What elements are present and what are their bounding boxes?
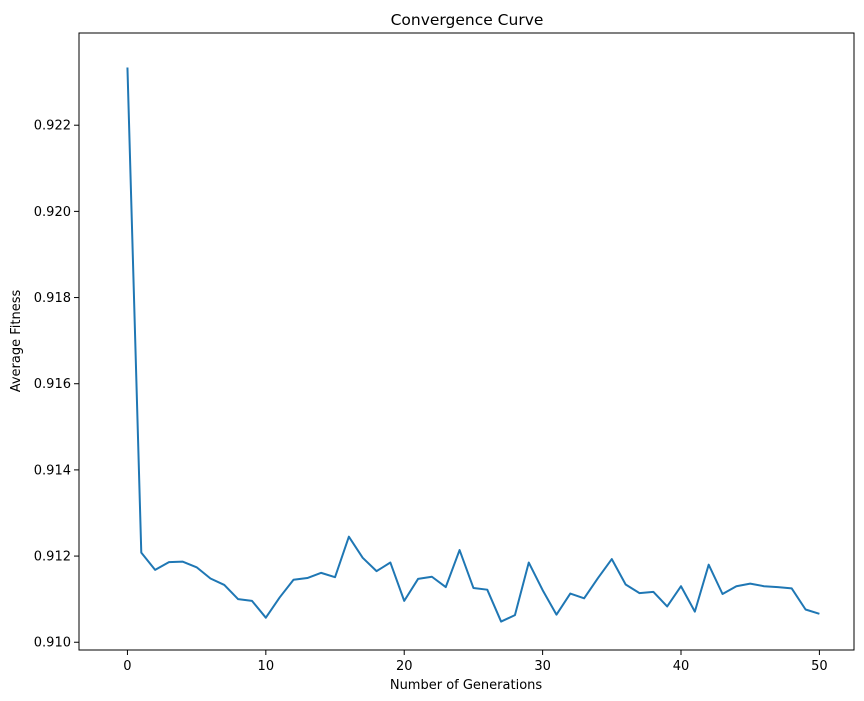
axes-frame <box>78 32 855 651</box>
x-tick-label: 30 <box>534 659 551 674</box>
y-axis: 0.910 0.912 0.914 0.916 0.918 0.920 0.922 <box>34 119 79 651</box>
y-tick-label: 0.916 <box>34 377 71 392</box>
y-tick-label: 0.912 <box>34 550 71 565</box>
y-tick-label: 0.918 <box>34 291 71 306</box>
series-line-0 <box>126 67 820 623</box>
y-tick-label: 0.914 <box>34 463 71 478</box>
x-tick-label: 10 <box>258 659 275 674</box>
x-axis: 0 10 20 30 40 50 <box>123 650 828 674</box>
plot-area <box>126 67 820 623</box>
y-tick-label: 0.910 <box>34 636 71 651</box>
y-tick-label: 0.920 <box>34 205 71 220</box>
chart-title: Convergence Curve <box>391 11 544 29</box>
x-tick-label: 0 <box>123 659 131 674</box>
y-axis-label: Average Fitness <box>9 290 24 393</box>
x-axis-label: Number of Generations <box>390 678 543 693</box>
y-tick-label: 0.922 <box>34 119 71 134</box>
x-tick-label: 40 <box>673 659 690 674</box>
x-tick-label: 20 <box>396 659 413 674</box>
x-tick-label: 50 <box>811 659 828 674</box>
